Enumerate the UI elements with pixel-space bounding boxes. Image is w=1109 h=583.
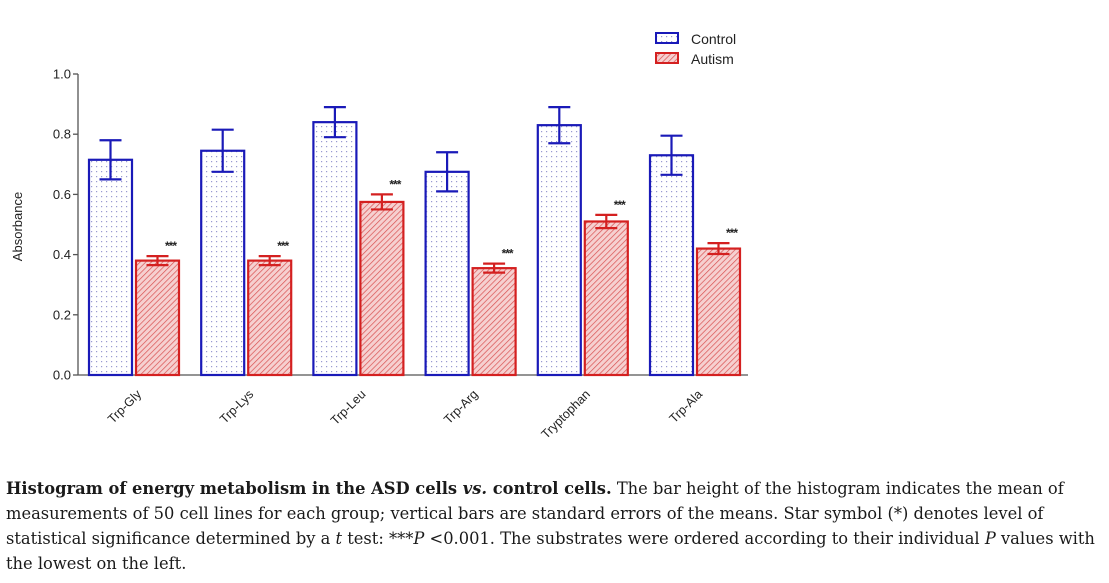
caption-italic-p: P xyxy=(413,529,425,548)
bar-autism-trp-lys xyxy=(247,259,293,377)
caption-text-3: <0.001. The substrates were ordered acco… xyxy=(424,529,985,548)
y-tick-label: 0.0 xyxy=(53,368,71,383)
bar-control-tryptophan xyxy=(536,124,582,377)
caption-bold-lead: Histogram of energy metabolism in the AS… xyxy=(6,479,463,498)
bar-control-trp-ala xyxy=(648,154,695,377)
chart: 0.0 0.2 0.4 0.6 0.8 1.0 Absorbance Trp-Gly Trp-L… xyxy=(10,31,748,442)
caption-text-1: The bar height of the histogram indicate… xyxy=(6,479,1064,548)
x-tick-label: Trp-Lys xyxy=(217,387,256,426)
caption-italic-p2: P xyxy=(984,529,996,548)
x-tick-label: Trp-Leu xyxy=(328,387,369,428)
caption-text-4: values with the lowest on the left. xyxy=(6,529,1095,573)
y-tick-label: 0.2 xyxy=(53,307,71,322)
bar-autism-trp-leu xyxy=(359,200,405,377)
y-tick-label: 0.6 xyxy=(53,187,71,202)
bars: *** *** *** *** *** *** xyxy=(87,106,742,377)
x-tick-label: Trp-Arg xyxy=(441,387,481,427)
bar-control-trp-leu xyxy=(312,121,358,377)
significance-label: *** xyxy=(614,198,626,212)
legend-label-control: Control xyxy=(691,31,736,47)
bar-chart: 0.0 0.2 0.4 0.6 0.8 1.0 Absorbance Trp-Gly Trp-L… xyxy=(10,31,748,442)
significance-label: *** xyxy=(502,247,514,261)
legend-label-autism: Autism xyxy=(691,51,734,67)
y-tick-label: 0.8 xyxy=(53,127,71,142)
significance-label: *** xyxy=(165,239,177,253)
x-tick-label: Tryptophan xyxy=(539,387,593,441)
bar-control-trp-arg xyxy=(424,170,470,377)
legend-swatch-control xyxy=(655,32,679,44)
significance-label: *** xyxy=(726,226,738,240)
caption-vs: vs. xyxy=(462,479,488,498)
caption-text-2: test: *** xyxy=(342,529,414,548)
bar-autism-trp-ala xyxy=(695,247,742,377)
y-tick-label: 1.0 xyxy=(53,67,71,82)
legend-swatch-autism xyxy=(655,52,679,64)
caption-italic-t: t xyxy=(335,529,343,548)
y-tick-label: 0.4 xyxy=(53,247,71,262)
bar-autism-trp-arg xyxy=(471,267,517,377)
significance-label: *** xyxy=(277,239,289,253)
figure-caption: Histogram of energy metabolism in the AS… xyxy=(6,476,1106,576)
caption-bold-tail: control cells. xyxy=(487,479,612,498)
x-tick-label: Trp-Ala xyxy=(667,387,706,426)
bar-autism-trp-gly xyxy=(134,259,181,377)
bar-autism-tryptophan xyxy=(583,220,629,377)
bar-control-trp-gly xyxy=(87,158,134,377)
bar-control-trp-lys xyxy=(200,149,246,377)
x-tick-label: Trp-Gly xyxy=(105,387,145,427)
y-axis-title: Absorbance xyxy=(10,192,25,261)
legend: Control Autism xyxy=(655,31,736,67)
significance-label: *** xyxy=(389,177,401,191)
